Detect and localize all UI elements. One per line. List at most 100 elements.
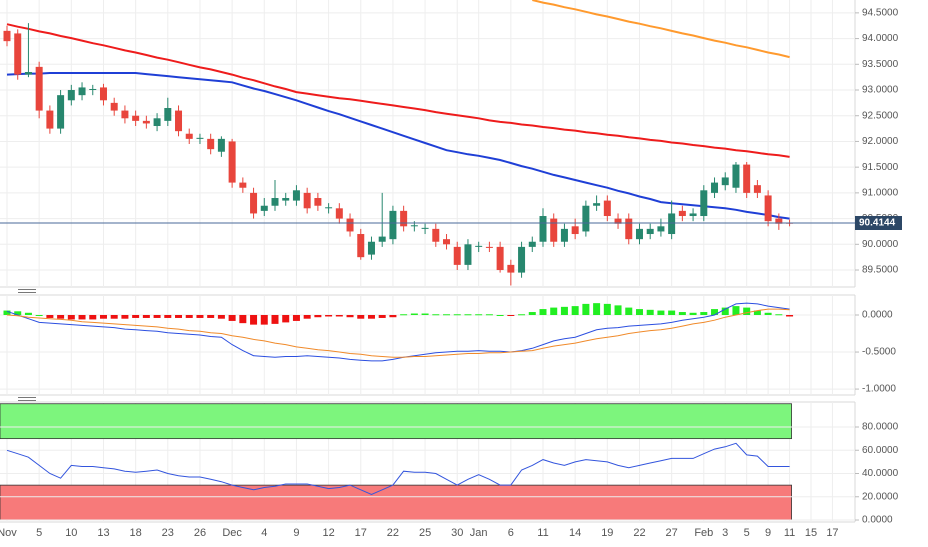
last-price-box xyxy=(855,215,902,230)
x-tick-label: 10 xyxy=(65,527,77,539)
candle-body xyxy=(24,72,32,75)
histogram-bar xyxy=(228,315,236,321)
candle-body xyxy=(560,228,568,242)
candle-body xyxy=(99,87,107,101)
candle-body xyxy=(175,110,183,132)
candle-body xyxy=(678,210,686,217)
candle-body xyxy=(228,141,236,183)
candle-body xyxy=(185,133,193,139)
y-tick-label: -0.5000 xyxy=(862,347,896,358)
x-tick-label: 3 xyxy=(722,527,728,539)
y-tick-label: 93.5000 xyxy=(862,59,899,70)
histogram-bar xyxy=(410,313,418,315)
histogram-bar xyxy=(732,306,740,315)
x-tick-label: Feb xyxy=(694,527,713,539)
indicator-line xyxy=(6,442,790,495)
histogram-bar xyxy=(657,310,665,315)
histogram-bar xyxy=(786,315,794,317)
candle-body xyxy=(432,228,440,242)
histogram-bar xyxy=(217,315,225,319)
x-tick-label: 5 xyxy=(744,527,750,539)
candle-body xyxy=(153,118,161,127)
histogram-bar xyxy=(485,314,493,316)
candle-body xyxy=(668,213,676,235)
candle-body xyxy=(732,164,740,188)
histogram-bar xyxy=(89,315,97,320)
histogram-bar xyxy=(142,315,150,318)
y-tick-label: 94.5000 xyxy=(862,7,899,18)
candle-body xyxy=(357,234,365,258)
indicator-line xyxy=(532,0,790,59)
candle-body xyxy=(496,246,504,271)
candle-body xyxy=(646,228,654,235)
candle-body xyxy=(657,226,665,232)
x-tick-label: 22 xyxy=(387,527,399,539)
histogram-bar xyxy=(292,315,300,321)
candle-body xyxy=(453,246,461,265)
histogram-bar xyxy=(603,303,611,315)
histogram-bar xyxy=(507,315,515,316)
histogram-bar xyxy=(185,315,193,318)
x-tick-label: 11 xyxy=(537,527,548,539)
y-tick-label: 90.0000 xyxy=(862,239,899,250)
x-tick-label: 26 xyxy=(194,527,206,539)
histogram-bar xyxy=(646,309,654,315)
candle-body xyxy=(378,236,386,242)
x-tick-label: 5 xyxy=(36,527,42,539)
candle-body xyxy=(485,246,493,248)
price-plot xyxy=(3,0,794,286)
marks xyxy=(3,0,794,495)
histogram-bar xyxy=(35,315,43,316)
candle-body xyxy=(721,177,729,186)
candle-body xyxy=(753,185,761,193)
candle-body xyxy=(711,182,719,193)
y-tick-label: 60.0000 xyxy=(862,445,899,456)
candle-body xyxy=(421,227,429,229)
histogram-bar xyxy=(196,315,204,318)
candle-body xyxy=(335,208,343,219)
candle-body xyxy=(443,239,451,245)
histogram-bar xyxy=(3,310,11,315)
histogram-bar xyxy=(560,306,568,315)
x-tick-label: 9 xyxy=(765,527,771,539)
histogram-bar xyxy=(303,315,311,319)
histogram-bar xyxy=(464,314,472,316)
candle-body xyxy=(89,88,97,91)
candle-body xyxy=(207,138,215,150)
candle-body xyxy=(475,245,483,247)
histogram-bar xyxy=(153,315,161,318)
candle-body xyxy=(325,207,333,209)
candle-body xyxy=(614,218,622,224)
histogram-bar xyxy=(775,314,783,316)
pane-handle[interactable] xyxy=(18,289,36,401)
y-tick-label: 40.0000 xyxy=(862,468,899,479)
candle-body xyxy=(14,33,22,75)
histogram-bar xyxy=(121,315,129,319)
candle-body xyxy=(271,198,279,206)
histogram-bar xyxy=(711,309,719,315)
y-tick-label: 91.5000 xyxy=(862,162,899,173)
histogram-bar xyxy=(46,315,54,318)
candle-body xyxy=(743,164,751,193)
candle-body xyxy=(625,218,633,240)
candle-body xyxy=(528,241,536,247)
y-tick-label: 92.0000 xyxy=(862,136,899,147)
x-tick-label: 4 xyxy=(261,527,267,539)
histogram-bar xyxy=(325,315,333,317)
histogram-bar xyxy=(239,315,247,324)
candle-body xyxy=(400,210,408,227)
histogram-bar xyxy=(389,315,397,318)
histogram-bar xyxy=(689,312,697,315)
y-tick-label: 91.0000 xyxy=(862,188,899,199)
histogram-bar xyxy=(57,315,65,319)
histogram-bar xyxy=(367,315,375,319)
histogram-bar xyxy=(67,315,75,320)
histogram-bar xyxy=(357,315,365,319)
x-tick-label: 19 xyxy=(601,527,613,539)
y-tick-label: -1.0000 xyxy=(862,384,896,395)
candle-body xyxy=(571,226,579,235)
candle-body xyxy=(539,216,547,242)
candle-body xyxy=(689,213,697,217)
histogram-bar xyxy=(475,314,483,316)
